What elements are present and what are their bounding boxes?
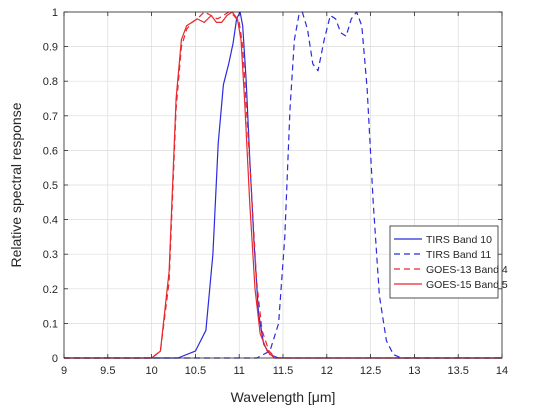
x-tick-label: 12.5 bbox=[360, 365, 381, 377]
y-tick-label: 0.1 bbox=[43, 318, 58, 330]
x-tick-label: 12 bbox=[321, 365, 333, 377]
x-tick-label: 13 bbox=[408, 365, 420, 377]
x-tick-label: 9 bbox=[61, 365, 67, 377]
y-tick-label: 0 bbox=[52, 353, 58, 365]
legend: TIRS Band 10 TIRS Band 11 GOES-13 Band 4 GO… bbox=[389, 225, 508, 299]
series-line-goes-15-band-5 bbox=[64, 11, 502, 359]
x-tick-label: 11.5 bbox=[273, 365, 294, 377]
x-tick-label: 13.5 bbox=[447, 365, 468, 377]
x-tick-label: 11 bbox=[233, 365, 244, 377]
y-tick-label: 0.3 bbox=[43, 249, 58, 261]
y-tick-label: 0.5 bbox=[43, 180, 58, 192]
legend-label-goes-15-band-5: GOES-15 Band 5 bbox=[426, 279, 508, 291]
y-tick-label: 1 bbox=[52, 7, 58, 19]
x-tick-label: 14 bbox=[496, 365, 508, 377]
legend-label-goes-13-band-4: GOES-13 Band 4 bbox=[426, 264, 508, 276]
y-axis-label: Relative spectral response bbox=[8, 102, 24, 267]
y-tick-label: 0.4 bbox=[43, 215, 58, 227]
x-axis-label: Wavelength [μm] bbox=[231, 389, 336, 405]
x-tick-label: 10 bbox=[145, 365, 157, 377]
y-tick-label: 0.9 bbox=[43, 42, 58, 54]
y-tick-label: 0.8 bbox=[43, 76, 58, 88]
x-tick-label: 9.5 bbox=[100, 365, 115, 377]
y-tick-label: 0.2 bbox=[43, 284, 58, 296]
ticks bbox=[63, 11, 503, 359]
series-layer bbox=[64, 11, 502, 359]
x-tick-label: 10.5 bbox=[185, 365, 206, 377]
legend-box bbox=[389, 225, 499, 299]
legend-label-tirs-band-11: TIRS Band 11 bbox=[426, 249, 491, 261]
legend-label-tirs-band-10: TIRS Band 10 bbox=[426, 234, 492, 246]
y-tick-label: 0.7 bbox=[43, 111, 58, 123]
y-tick-labels: 0 0.1 0.2 0.3 0.4 0.5 0.6 0.7 0.8 0.9 1 bbox=[43, 7, 58, 365]
y-tick-label: 0.6 bbox=[43, 145, 58, 157]
x-tick-labels: 9 9.5 10 10.5 11 11.5 12 12.5 13 13.5 14 bbox=[61, 365, 508, 377]
